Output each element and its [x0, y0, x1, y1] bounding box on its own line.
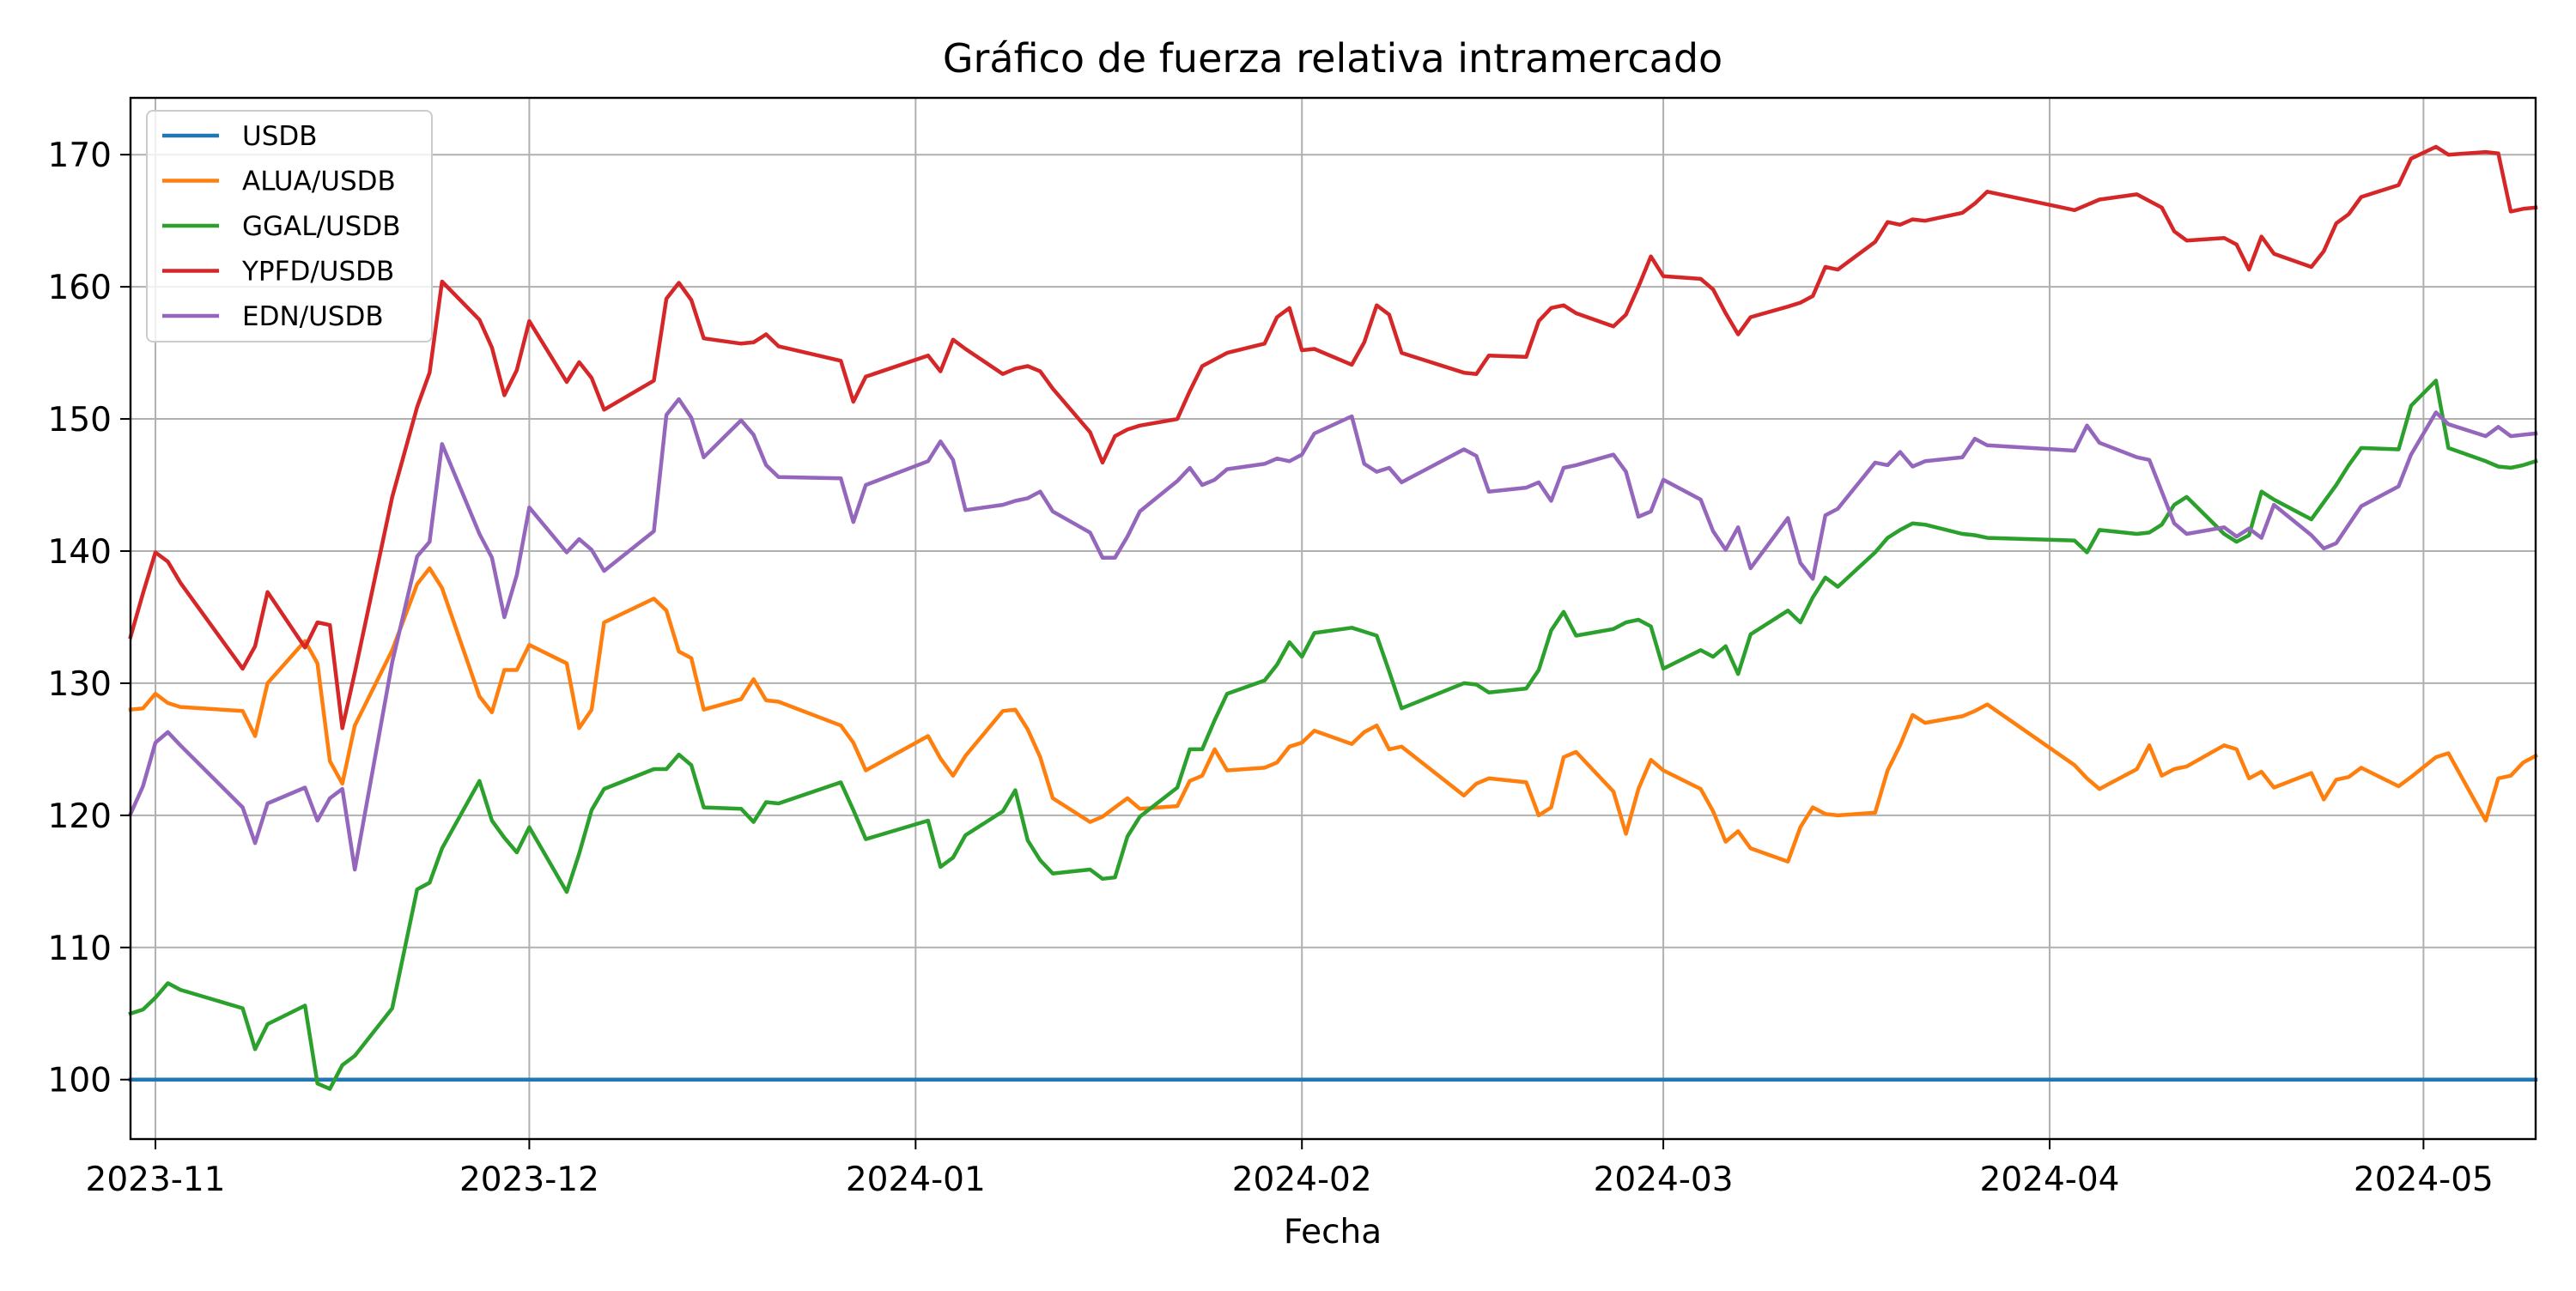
legend-item: ALUA/USDB	[162, 167, 396, 197]
series-lines	[128, 144, 2539, 1091]
x-tick-label: 2023-12	[459, 1161, 599, 1199]
y-tick-label: 120	[48, 797, 112, 836]
legend-label: USDB	[242, 121, 318, 152]
x-tick-label: 2024-01	[846, 1161, 986, 1199]
legend: USDB ALUA/USDB GGAL/USDB YPFD/USDB EDN/USDB	[146, 110, 433, 342]
plot-frame	[129, 96, 2537, 1141]
x-tick-label: 2023-11	[86, 1161, 226, 1199]
x-tick-label: 2024-03	[1594, 1161, 1734, 1199]
legend-item: YPFD/USDB	[162, 257, 394, 288]
series-line-ypfd-usdb	[128, 144, 2538, 730]
y-tick-label: 170	[48, 136, 112, 175]
legend-item: USDB	[162, 121, 318, 152]
legend-label: GGAL/USDB	[242, 211, 400, 242]
legend-item: EDN/USDB	[162, 301, 384, 332]
legend-label: YPFD/USDB	[241, 257, 394, 288]
y-tick-label: 140	[48, 533, 112, 572]
y-tick-label: 100	[48, 1062, 112, 1100]
series-line-alua-usdb	[128, 566, 2539, 864]
x-tick-label: 2024-04	[1980, 1161, 2120, 1199]
x-tick-label: 2024-02	[1232, 1161, 1372, 1199]
legend-label: ALUA/USDB	[242, 167, 396, 197]
legend-item: GGAL/USDB	[162, 211, 400, 242]
series-line-ggal-usdb	[128, 379, 2538, 1091]
x-tick-label: 2024-05	[2354, 1161, 2494, 1199]
series-line-edn-usdb	[128, 397, 2538, 872]
legend-label: EDN/USDB	[242, 301, 384, 332]
axis-ticks: 2023-11 2023-12 2024-01 2024-02 2024-03 2024-…	[48, 136, 2494, 1199]
x-axis-label: Fecha	[1284, 1213, 1382, 1252]
y-tick-label: 150	[48, 401, 112, 439]
legend-frame	[146, 110, 433, 342]
y-tick-label: 160	[48, 269, 112, 307]
chart-title: Gráfico de fuerza relativa intramercado	[943, 35, 1722, 82]
y-tick-label: 110	[48, 930, 112, 968]
y-tick-label: 130	[48, 665, 112, 704]
